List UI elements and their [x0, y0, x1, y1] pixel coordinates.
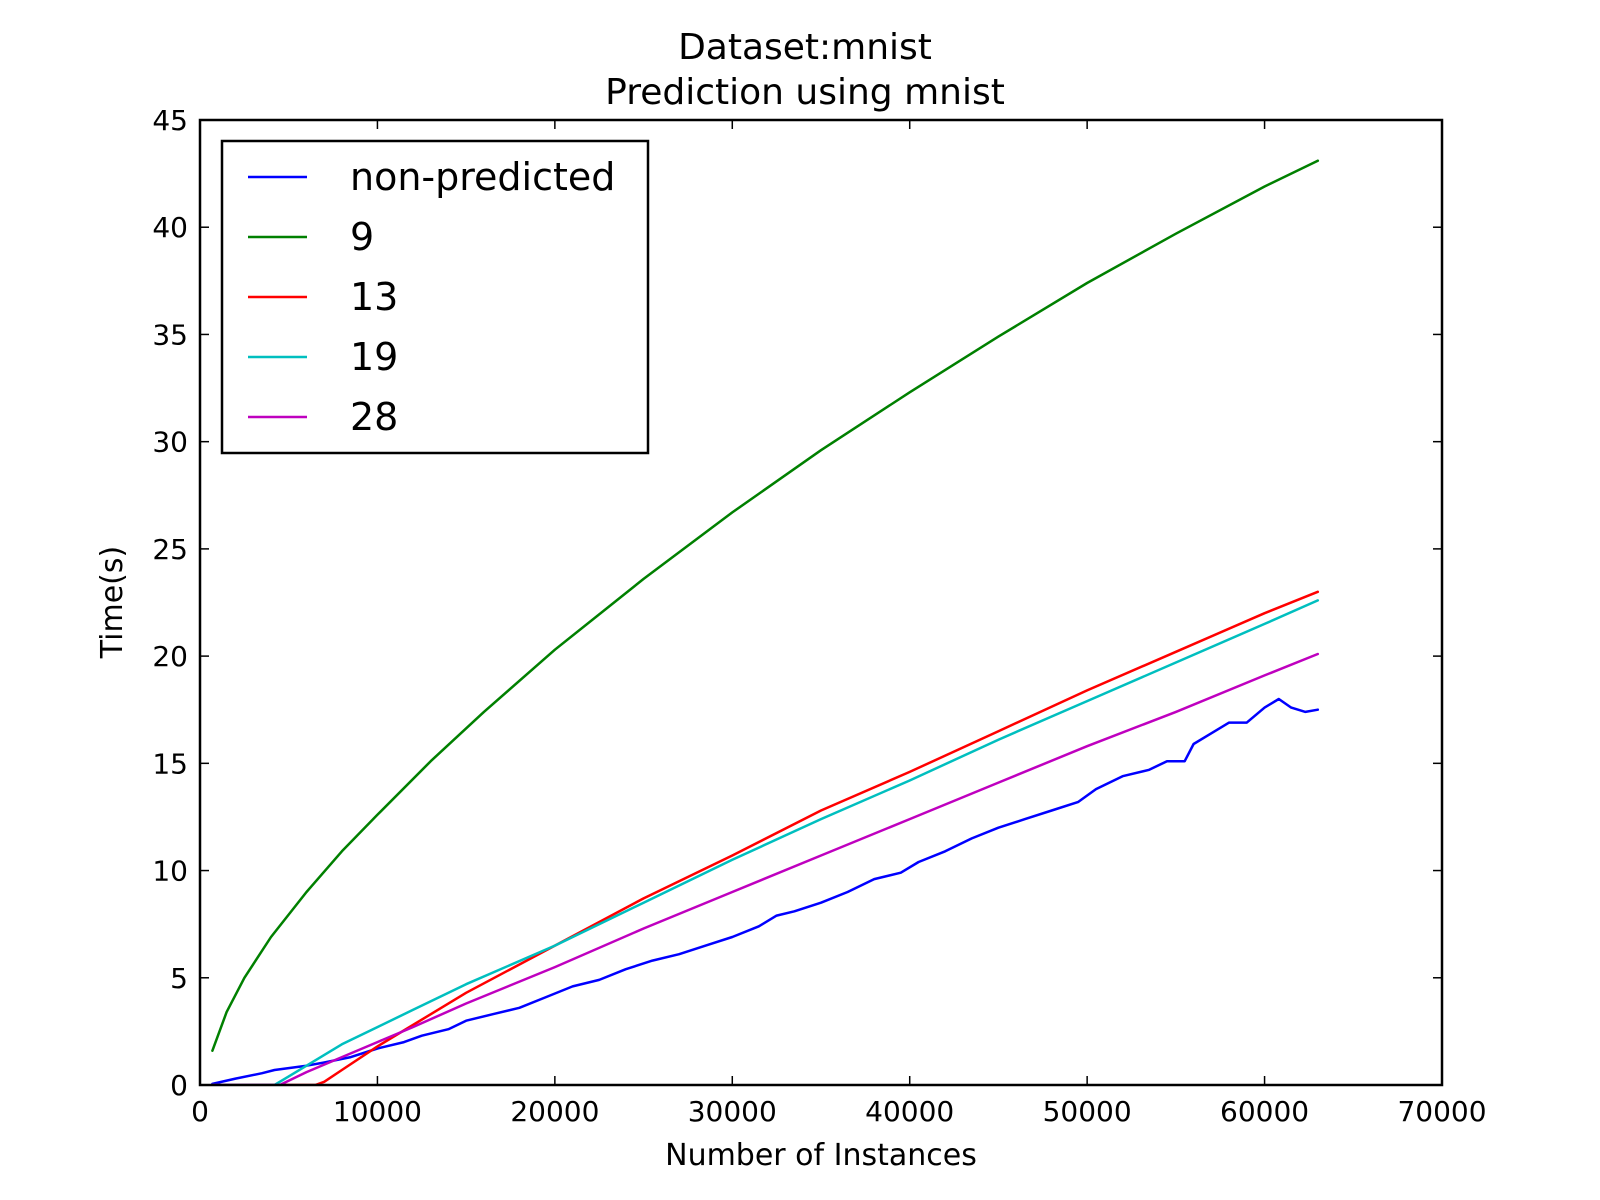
x-tick-label: 20000	[510, 1095, 599, 1128]
y-tick-label: 10	[152, 855, 188, 888]
legend: non-predicted 9 13 19 28	[220, 139, 650, 455]
series-line-4	[211, 652, 1320, 1085]
series-line-1	[211, 159, 1320, 1052]
legend-label-0: non-predicted	[350, 155, 615, 199]
y-tick-label: 20	[152, 640, 188, 673]
x-tick-label: 10000	[333, 1095, 422, 1128]
y-tick-label: 5	[170, 962, 188, 995]
y-tick-label: 45	[152, 104, 188, 137]
x-axis-label: Number of Instances	[665, 1138, 977, 1173]
legend-label-1: 9	[350, 215, 374, 259]
x-tick-label: 0	[191, 1095, 209, 1128]
chart-subtitle: Prediction using mnist	[605, 72, 1005, 113]
legend-label-2: 13	[350, 275, 398, 319]
x-tick-label: 40000	[865, 1095, 954, 1128]
series-line-2	[211, 590, 1320, 1085]
plot-frame	[198, 118, 1444, 1087]
y-tick-label: 40	[152, 211, 188, 244]
y-tick-label: 15	[152, 747, 188, 780]
x-tick-label: 70000	[1397, 1095, 1486, 1128]
y-axis-label: Time(s)	[95, 546, 130, 659]
x-tick-label: 60000	[1220, 1095, 1309, 1128]
legend-label-3: 19	[350, 335, 398, 379]
series-line-0	[211, 697, 1320, 1085]
x-tick-label: 30000	[688, 1095, 777, 1128]
y-tick-label: 35	[152, 318, 188, 351]
y-tick-label: 0	[170, 1069, 188, 1102]
y-tick-label: 30	[152, 426, 188, 459]
plot-area	[211, 159, 1320, 1085]
series-line-3	[211, 599, 1320, 1085]
y-tick-label: 25	[152, 533, 188, 566]
legend-label-4: 28	[350, 395, 398, 439]
x-tick-label: 50000	[1043, 1095, 1132, 1128]
axis-ticks: 0 10000 20000 30000 40000 50000 60000 70000 0 5 10…	[152, 104, 1486, 1128]
chart-title: Dataset:mnist	[678, 27, 932, 68]
